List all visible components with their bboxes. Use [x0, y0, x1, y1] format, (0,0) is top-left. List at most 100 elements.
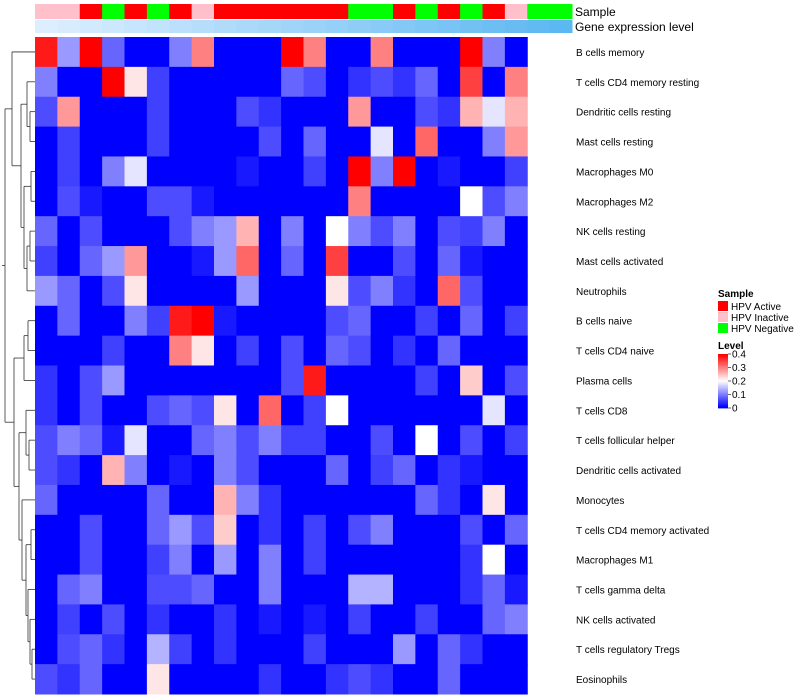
heatmap-cell [325, 66, 349, 98]
heatmap-cell [325, 305, 349, 337]
heatmap-cell [236, 484, 260, 516]
heatmap-cell [169, 126, 193, 157]
heatmap-cell [169, 156, 193, 187]
heatmap-cell [236, 664, 260, 695]
heatmap-cell [35, 634, 58, 665]
heatmap-cell [35, 455, 58, 486]
expression-annotation-cell [214, 20, 237, 33]
heatmap-cell [281, 216, 305, 247]
heatmap-cell [169, 514, 193, 546]
heatmap-cell [482, 156, 506, 187]
heatmap-cell [169, 604, 193, 635]
heatmap-cell [191, 156, 215, 187]
heatmap-cell [35, 604, 58, 635]
color-bar-segment [718, 355, 728, 358]
sample-annotation-cell [460, 4, 484, 19]
heatmap-cell [79, 186, 103, 217]
heatmap-cell [191, 186, 215, 217]
heatmap-cell [79, 455, 103, 486]
color-bar-segment [718, 394, 728, 397]
heatmap-cell [102, 246, 126, 277]
heatmap-cell [460, 305, 484, 337]
heatmap-cell [191, 126, 215, 157]
heatmap-cell [79, 37, 103, 68]
row-label: NK cells activated [576, 615, 655, 626]
heatmap-cell [325, 634, 349, 665]
heatmap-cell [415, 275, 439, 307]
heatmap-cell [348, 484, 372, 516]
heatmap-cell [169, 66, 193, 98]
heatmap-cell [258, 395, 282, 426]
heatmap-cell [258, 425, 282, 456]
heatmap-cell [169, 395, 193, 426]
heatmap-cell [124, 335, 148, 366]
heatmap-cell [258, 514, 282, 546]
heatmap-cell [370, 425, 394, 456]
heatmap-cell [348, 335, 372, 366]
legend-swatch [718, 301, 728, 311]
heatmap-cell [169, 664, 193, 695]
heatmap-cell [124, 514, 148, 546]
heatmap-cell [303, 37, 327, 68]
heatmap-cell [169, 216, 193, 247]
heatmap-cell [102, 514, 126, 546]
color-bar-tick-label: 0.3 [732, 363, 746, 374]
heatmap-cell [393, 335, 416, 366]
heatmap-cell [348, 544, 372, 576]
heatmap-cell [79, 216, 103, 247]
heatmap-cell [191, 604, 215, 635]
heatmap-cell [191, 664, 215, 695]
heatmap-cell [236, 365, 260, 396]
heatmap-cell [393, 425, 416, 456]
heatmap-cell [102, 156, 126, 187]
heatmap-cell [191, 37, 215, 68]
sample-annotation-cell [102, 4, 126, 19]
heatmap-cell [191, 365, 215, 396]
heatmap-cell [35, 246, 58, 277]
row-label: Macrophages M0 [576, 167, 654, 178]
heatmap-cell [214, 96, 237, 128]
heatmap-cell [415, 664, 439, 695]
heatmap-cell [79, 514, 103, 546]
heatmap-cell [504, 335, 528, 366]
heatmap-cell [191, 455, 215, 486]
heatmap-cell [393, 186, 416, 217]
heatmap-cell [191, 335, 215, 366]
color-bar-segment [718, 363, 728, 366]
heatmap-cell [35, 96, 58, 128]
row-label: Plasma cells [576, 376, 632, 387]
heatmap-cell [258, 275, 282, 307]
heatmap-cell [393, 395, 416, 426]
expression-annotation-cell [191, 20, 215, 33]
expression-annotation-cell [393, 20, 416, 33]
sample-annotation-cell [504, 4, 528, 19]
heatmap-cell [79, 664, 103, 695]
heatmap-cell [214, 634, 237, 665]
heatmap-cell [79, 365, 103, 396]
heatmap-cell [124, 126, 148, 157]
heatmap-cell [35, 275, 58, 307]
row-dendrogram [2, 51, 35, 680]
heatmap-cell [281, 96, 305, 128]
heatmap-cell [281, 275, 305, 307]
heatmap-body [35, 37, 528, 695]
row-labels: B cells memory T cells CD4 memory resting… [576, 48, 709, 686]
heatmap-cell [303, 305, 327, 337]
heatmap-cell [79, 634, 103, 665]
heatmap-cell [325, 544, 349, 576]
color-bar-segment [718, 401, 728, 403]
heatmap-cell [102, 544, 126, 576]
heatmap-cell [415, 634, 439, 665]
heatmap-cell [281, 246, 305, 277]
heatmap-cell [35, 156, 58, 187]
row-label: Macrophages M1 [576, 556, 654, 567]
heatmap-cell [415, 246, 439, 277]
heatmap-cell [214, 455, 237, 486]
row-label: Dendritic cells resting [576, 108, 671, 119]
heatmap-cell [146, 275, 170, 307]
heatmap-cell [258, 156, 282, 187]
heatmap-cell [146, 335, 170, 366]
heatmap-cell [460, 126, 484, 157]
heatmap-cell [169, 96, 193, 128]
expression-annotation-cell [527, 20, 551, 33]
